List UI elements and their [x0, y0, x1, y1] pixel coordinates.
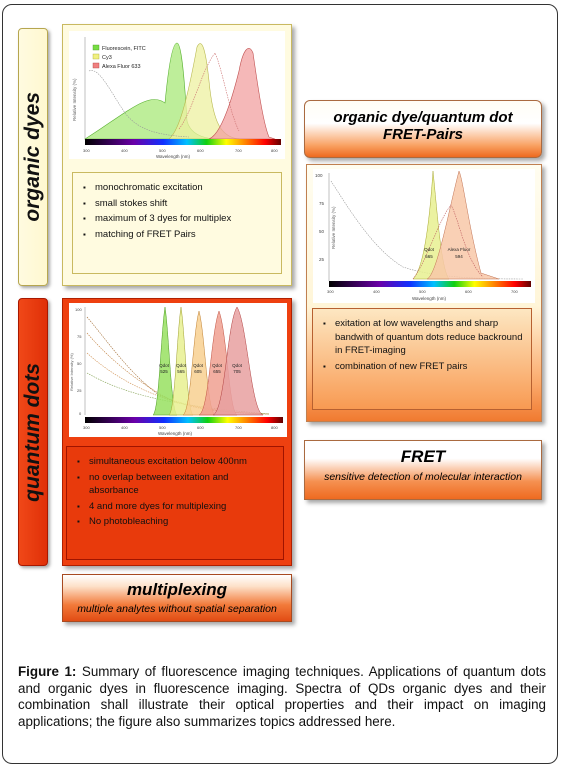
y-tick: 100: [75, 307, 82, 312]
list-item: combination of new FRET pairs: [323, 360, 523, 374]
color-spectrum-bar: [329, 281, 531, 287]
x-tick: 400: [121, 425, 128, 430]
list-item: 4 and more dyes for multiplexing: [77, 500, 275, 514]
x-axis-label: Wavelength (nm): [156, 154, 191, 159]
y-tick: 25: [77, 388, 82, 393]
qd-excitation: [86, 372, 270, 415]
fret-pairs-title-line1: organic dye/quantum dot: [333, 109, 513, 126]
quantum-dots-tab: quantum dots: [18, 298, 48, 566]
x-tick: 500: [419, 289, 426, 294]
multiplexing-title: multiplexing: [126, 580, 228, 599]
fret-box: FRET sensitive detection of molecular in…: [304, 440, 542, 500]
y-tick: 50: [319, 229, 325, 234]
x-tick: 700: [235, 148, 242, 153]
multiplexing-subtitle: multiple analytes without spatial separa…: [77, 603, 277, 615]
fret-pairs-spectrum-chart: 100 75 50 25 Relative Intensity (%) Qdot…: [313, 169, 535, 303]
y-tick: 50: [77, 361, 82, 366]
qdot-705-emission: [212, 306, 264, 416]
peak-label-name: Qdot: [232, 363, 243, 368]
x-tick: 400: [373, 289, 380, 294]
fret-pairs-header: organic dye/quantum dot FRET-Pairs: [304, 100, 542, 158]
x-tick: 700: [511, 289, 518, 294]
peak-label-name: Qdot: [159, 363, 170, 368]
color-spectrum-bar: [85, 417, 283, 423]
list-item: matching of FRET Pairs: [83, 228, 273, 242]
list-item: No photobleaching: [77, 515, 275, 529]
organic-dyes-properties: monochromatic excitation small stokes sh…: [72, 172, 282, 274]
x-tick: 300: [327, 289, 334, 294]
absorbance-curve: [412, 204, 484, 280]
peak-label-name: Qdot: [424, 247, 435, 252]
alexa-594-emission: [426, 170, 500, 280]
x-tick: 700: [235, 425, 242, 430]
legend-swatch: [92, 44, 100, 51]
peak-label-name: Alexa Fluor: [448, 247, 471, 252]
organic-dyes-tab: organic dyes: [18, 28, 48, 286]
quantum-dots-spectrum-chart: 100 75 50 25 0 Relative Intensity (%) Qd…: [69, 303, 287, 437]
peak-label-value: 605: [194, 369, 202, 374]
organic-dyes-spectrum-chart: Relative Intensity (%) 300 400 500 600 7…: [69, 31, 285, 159]
y-tick: 75: [319, 201, 325, 206]
peak-label-value: 525: [160, 369, 168, 374]
color-spectrum-bar: [85, 139, 281, 145]
list-item: small stokes shift: [83, 197, 273, 211]
y-axis-label: Relative Intensity (%): [69, 353, 74, 391]
x-tick: 500: [159, 425, 166, 430]
quantum-dots-properties: simultaneous excitation below 400nm no o…: [66, 446, 284, 560]
x-tick: 500: [159, 148, 166, 153]
list-item: maximum of 3 dyes for multiplex: [83, 212, 273, 226]
x-tick: 300: [83, 148, 90, 153]
y-tick: 0: [79, 411, 82, 416]
legend-cy3: Cy3: [102, 55, 112, 61]
legend-swatch: [92, 53, 100, 60]
caption-text: Summary of fluorescence imaging techniqu…: [18, 664, 546, 729]
list-item: monochromatic excitation: [83, 181, 273, 195]
legend-alexa: Alexa Fluor 633: [102, 64, 141, 70]
x-tick: 600: [197, 425, 204, 430]
peak-label-value: 655: [213, 369, 221, 374]
alexa-633-emission: [208, 48, 276, 140]
figure-caption: Figure 1: Summary of fluorescence imagin…: [18, 664, 546, 730]
peak-label-value: 565: [177, 369, 185, 374]
multiplexing-box: multiplexing multiple analytes without s…: [62, 574, 292, 622]
list-item: no overlap between exitation and absorba…: [77, 471, 275, 498]
excitation-curve: [88, 70, 190, 138]
peak-label-name: Qdot: [212, 363, 223, 368]
fret-title: FRET: [400, 447, 446, 466]
x-axis-label: Wavelength (nm): [412, 296, 447, 301]
list-item: exitation at low wavelengths and sharp b…: [323, 317, 523, 358]
fret-pairs-title-line2: FRET-Pairs: [382, 126, 464, 143]
x-tick: 600: [465, 289, 472, 294]
y-tick: 75: [77, 334, 82, 339]
peak-label-value: 705: [233, 369, 241, 374]
y-axis-label: Relative Intensity (%): [72, 78, 77, 121]
x-tick: 800: [271, 425, 278, 430]
caption-label: Figure 1:: [18, 664, 77, 679]
x-tick: 600: [197, 148, 204, 153]
x-tick: 400: [121, 148, 128, 153]
legend-swatch: [92, 62, 100, 69]
fret-pairs-properties: exitation at low wavelengths and sharp b…: [312, 308, 532, 410]
x-axis-label: Wavelength (nm): [158, 431, 193, 436]
legend-fitc: Fluorescein, FITC: [102, 46, 146, 52]
x-tick: 300: [83, 425, 90, 430]
peak-label-value: 565: [425, 254, 433, 259]
peak-label-name: Qdot: [193, 363, 204, 368]
quantum-dots-label: quantum dots: [21, 362, 44, 502]
peak-label-value: 594: [455, 254, 463, 259]
y-axis-label: Relative Intensity (%): [331, 206, 336, 249]
peak-label-name: Qdot: [176, 363, 187, 368]
x-tick: 800: [271, 148, 278, 153]
list-item: simultaneous excitation below 400nm: [77, 455, 275, 469]
y-tick: 100: [315, 173, 323, 178]
fret-subtitle: sensitive detection of molecular interac…: [324, 471, 522, 483]
organic-dyes-label: organic dyes: [21, 92, 44, 222]
y-tick: 25: [319, 257, 325, 262]
